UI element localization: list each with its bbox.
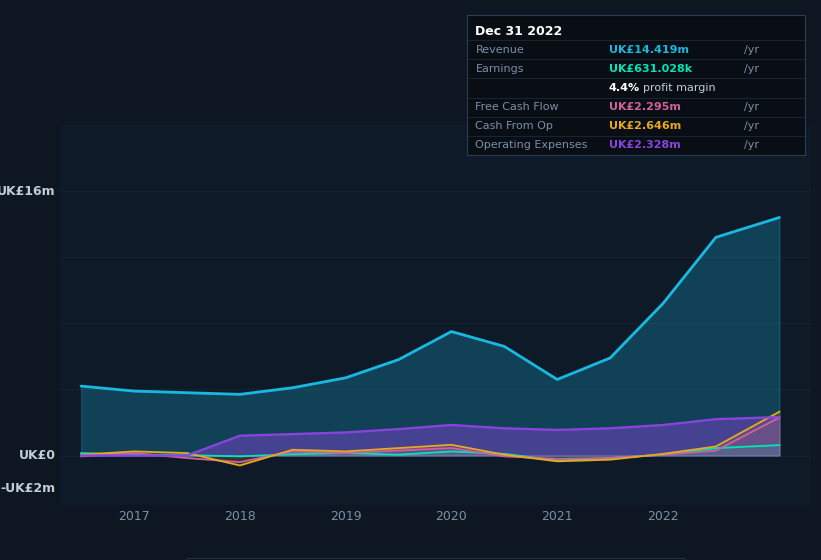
Text: Revenue: Revenue bbox=[475, 45, 524, 55]
Text: /yr: /yr bbox=[744, 45, 759, 55]
Text: /yr: /yr bbox=[744, 102, 759, 112]
Text: UK£0: UK£0 bbox=[19, 449, 56, 462]
Text: UK£631.028k: UK£631.028k bbox=[609, 64, 692, 74]
Text: profit margin: profit margin bbox=[643, 83, 715, 93]
Text: UK£14.419m: UK£14.419m bbox=[609, 45, 689, 55]
Text: -UK£2m: -UK£2m bbox=[1, 482, 56, 495]
Text: 4.4%: 4.4% bbox=[609, 83, 640, 93]
Text: Dec 31 2022: Dec 31 2022 bbox=[475, 25, 562, 38]
Text: /yr: /yr bbox=[744, 122, 759, 131]
Text: Free Cash Flow: Free Cash Flow bbox=[475, 102, 559, 112]
Text: Earnings: Earnings bbox=[475, 64, 524, 74]
Text: /yr: /yr bbox=[744, 64, 759, 74]
Text: /yr: /yr bbox=[744, 141, 759, 151]
Text: UK£2.328m: UK£2.328m bbox=[609, 141, 681, 151]
Legend: Revenue, Earnings, Free Cash Flow, Cash From Op, Operating Expenses: Revenue, Earnings, Free Cash Flow, Cash … bbox=[186, 558, 685, 560]
Text: UK£2.295m: UK£2.295m bbox=[609, 102, 681, 112]
Text: Cash From Op: Cash From Op bbox=[475, 122, 553, 131]
Text: UK£2.646m: UK£2.646m bbox=[609, 122, 681, 131]
Text: UK£16m: UK£16m bbox=[0, 184, 56, 198]
Text: Operating Expenses: Operating Expenses bbox=[475, 141, 588, 151]
